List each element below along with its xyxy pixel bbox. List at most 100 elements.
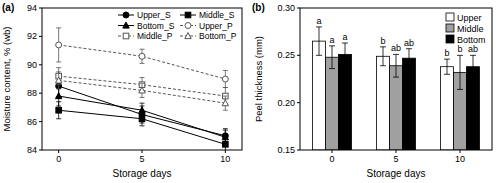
y-tick-label: 88 <box>27 88 37 98</box>
error-cap <box>380 46 386 47</box>
series-line <box>59 96 226 137</box>
y-axis-title: Moisture content, % (wb) <box>1 26 12 131</box>
significance-letter: ab <box>468 44 478 54</box>
error-cap <box>56 67 61 68</box>
legend-label: Bottom <box>457 35 486 45</box>
legend: Upper_SMiddle_SBottom_SUpper_PMiddle_PBo… <box>118 10 237 41</box>
legend-marker <box>185 33 191 39</box>
x-tick-label: 10 <box>455 154 465 164</box>
error-cap <box>140 125 145 126</box>
y-tick-label: 0.25 <box>277 50 295 60</box>
legend-label: Middle <box>457 24 484 34</box>
significance-letter: ab <box>404 38 414 48</box>
error-bar <box>140 103 145 117</box>
error-cap <box>56 61 61 62</box>
bar <box>467 67 480 150</box>
error-cap <box>406 48 412 49</box>
y-tick-label: 84 <box>27 145 37 155</box>
legend-label: Middle_S <box>199 10 235 20</box>
point <box>56 42 62 48</box>
error-stem <box>473 55 474 78</box>
plot-frame <box>300 8 492 150</box>
y-tick-label: 0.20 <box>277 98 295 108</box>
error-cap <box>380 65 386 66</box>
point <box>139 87 145 93</box>
legend-label: Upper <box>457 13 482 23</box>
error-bar <box>457 55 463 89</box>
legend-swatch <box>446 13 454 21</box>
error-cap <box>56 27 61 28</box>
error-cap <box>342 65 348 66</box>
y-tick-label: 94 <box>27 3 37 13</box>
legend-label: Upper_P <box>199 21 233 31</box>
error-bar <box>56 72 61 89</box>
legend: UpperMiddleBottom <box>446 13 486 45</box>
error-bar <box>470 55 476 78</box>
point <box>222 76 228 82</box>
legend-marker <box>123 33 129 39</box>
point <box>222 134 228 140</box>
error-cap <box>329 45 335 46</box>
error-cap <box>140 97 145 98</box>
legend-marker <box>123 12 129 18</box>
error-cap <box>393 54 399 55</box>
plot-area <box>313 27 480 150</box>
error-cap <box>223 144 228 145</box>
error-cap <box>444 59 450 60</box>
error-bar <box>393 54 399 77</box>
point <box>222 100 228 106</box>
error-bar <box>56 28 61 62</box>
x-tick-label: 0 <box>56 154 61 164</box>
bar <box>441 67 454 150</box>
y-tick-label: 90 <box>27 60 37 70</box>
error-cap <box>470 78 476 79</box>
legend-marker <box>185 23 191 29</box>
error-cap <box>393 77 399 78</box>
error-cap <box>56 88 61 89</box>
error-cap <box>140 63 145 64</box>
error-bar <box>316 27 322 55</box>
y-axis-title: Peel thickness (mm) <box>253 36 264 122</box>
error-cap <box>329 68 335 69</box>
bar-letters: abbaabbaabab <box>316 16 478 58</box>
error-cap <box>140 83 145 84</box>
error-bar <box>380 47 386 66</box>
y-tick-label: 0.30 <box>277 3 295 13</box>
panel-label: (a) <box>2 2 14 13</box>
significance-letter: a <box>342 32 347 42</box>
error-stem <box>447 59 448 74</box>
error-cap <box>316 55 322 56</box>
error-bar <box>223 130 228 144</box>
point <box>139 107 145 113</box>
error-stem <box>396 54 397 77</box>
x-tick-label: 10 <box>220 154 230 164</box>
error-bar <box>444 59 450 74</box>
error-bar <box>329 46 335 69</box>
bar <box>339 54 352 150</box>
significance-letter: b <box>457 44 462 54</box>
error-stem <box>383 47 384 66</box>
error-bar <box>140 49 145 63</box>
error-cap <box>140 103 145 104</box>
bar <box>390 66 403 150</box>
point <box>56 107 62 113</box>
significance-letter: a <box>329 35 334 45</box>
error-cap <box>140 77 145 78</box>
significance-letter: b <box>444 48 449 58</box>
legend-label: Middle_P <box>137 31 173 41</box>
x-tick-label: 5 <box>393 154 398 164</box>
series-line <box>59 80 226 103</box>
plot-area <box>55 28 228 150</box>
bar <box>403 58 416 150</box>
error-stem <box>460 55 461 89</box>
x-tick-label: 0 <box>329 154 334 164</box>
x-tick-label: 5 <box>139 154 144 164</box>
error-cap <box>406 67 412 68</box>
error-cap <box>223 87 228 88</box>
error-stem <box>319 27 320 55</box>
legend-marker <box>185 12 191 18</box>
error-bar <box>223 96 228 110</box>
error-cap <box>470 55 476 56</box>
legend-marker <box>123 22 129 28</box>
error-bar <box>223 70 228 87</box>
